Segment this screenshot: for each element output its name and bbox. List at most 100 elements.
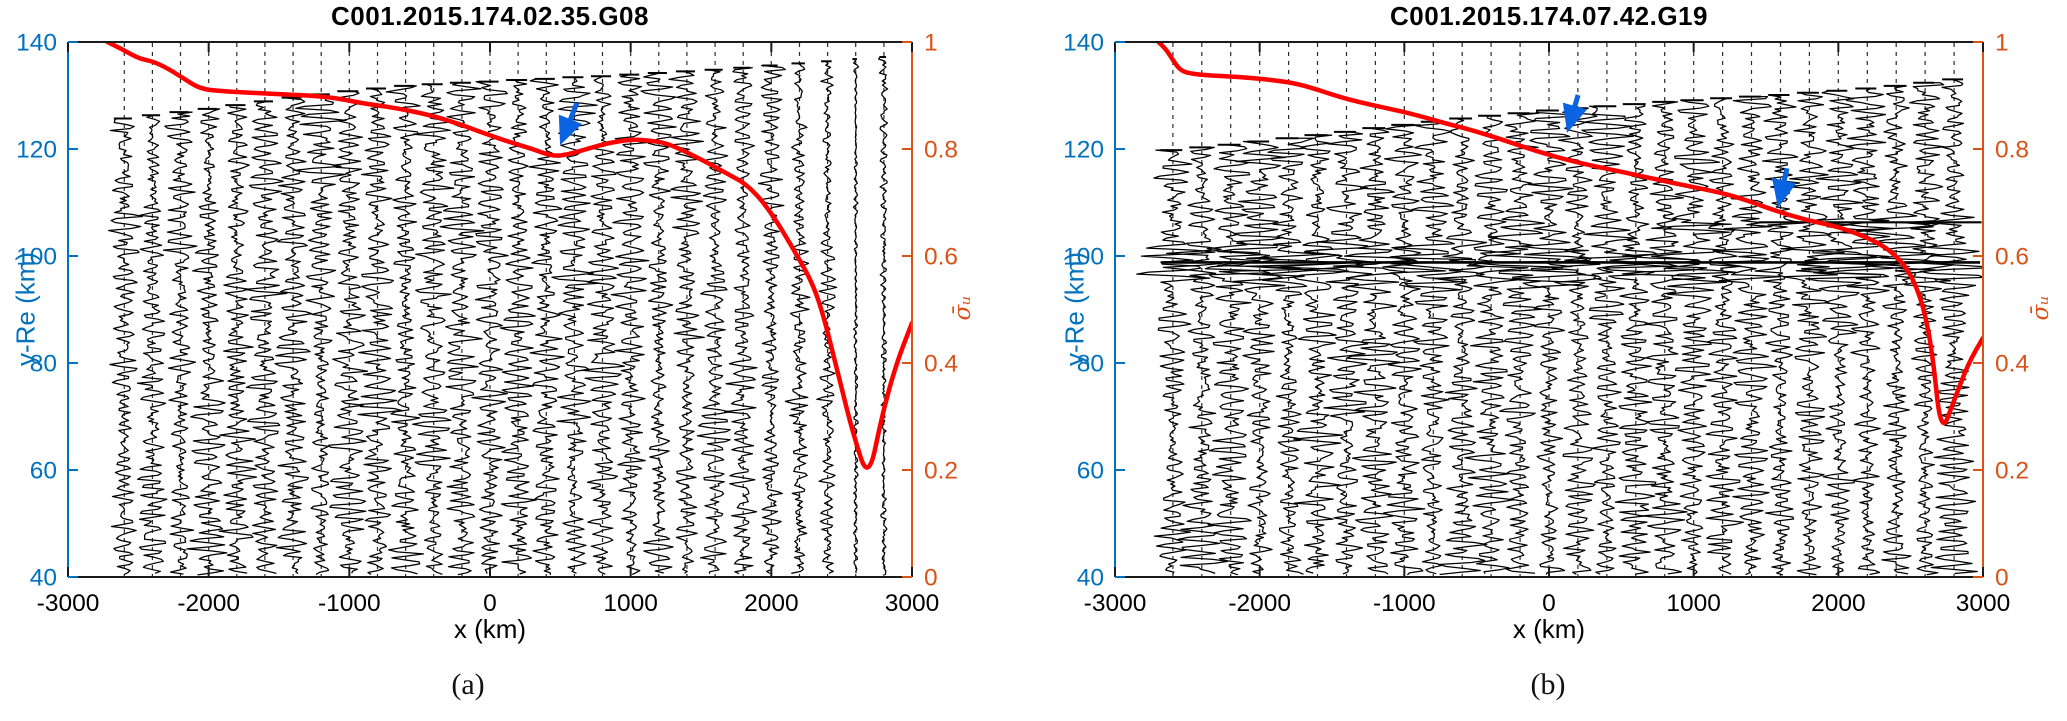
x-tick-label: -2000 [177,590,240,617]
x-tick-label: 2000 [1811,590,1866,617]
x-tick-label: 2000 [744,590,799,617]
left-tick-label: 40 [1077,565,1104,592]
seismic-trace [1824,87,1910,576]
seismic-trace [1245,137,1332,575]
annotation-arrow-stem [1779,167,1790,189]
seismic-trace [1622,101,1708,575]
annotation-arrow-stem [1570,94,1581,115]
seismic-trace [1136,149,1216,575]
right-tick-label: 0.6 [924,244,958,271]
seismic-trace [1477,112,1563,574]
right-tick-label: 0.4 [924,351,958,378]
sigma-curve [1156,41,1983,426]
seismic-trace [108,117,144,576]
panel-a-caption: (a) [451,668,485,701]
seismic-trace [1551,107,1602,575]
seismic-trace [1795,90,1881,576]
right-tick-label: 0.8 [924,137,958,164]
seismic-trace [1894,82,1955,576]
seismic-trace [816,60,838,574]
seismic-trace [412,83,455,575]
seismic-trace [757,64,786,575]
right-tick-label: 0 [1995,565,2009,592]
seismic-trace [551,76,600,574]
seismic-trace [664,70,705,574]
right-tick-label: 0.6 [1995,244,2029,271]
plot-area-a [105,41,912,576]
seismic-trace [293,93,347,575]
left-tick-label: 60 [30,458,57,485]
seismic-trace [1390,121,1476,575]
plot-area-b [1136,41,1983,576]
panel-a-title: C001.2015.174.02.35.G08 [331,1,649,31]
seismic-trace [852,58,860,574]
panel-a-left-axis-label: y-Re (km) [10,251,41,367]
seismic-trace [581,75,626,575]
seismic-trace [1162,146,1229,574]
left-tick-label: 40 [30,565,57,592]
annotation-arrow-head [1772,177,1797,208]
seismic-trace [1332,127,1416,575]
annotation-arrow-stem [565,102,580,128]
seismic-trace [439,82,485,576]
seismic-trace [640,72,677,574]
seismic-trace [1204,144,1271,576]
seismic-trace [1754,94,1805,576]
x-tick-label: -3000 [37,590,100,617]
sigma-curve [105,41,912,470]
seismic-trace [1855,85,1939,575]
seismic-trace [1433,117,1488,576]
right-tick-label: 0.2 [1995,458,2029,485]
seismic-trace [218,104,258,574]
seismic-trace [1217,140,1303,575]
x-tick-label: 0 [483,590,497,617]
seismic-trace [1464,115,1529,575]
seismic-trace [471,80,509,574]
seismic-trace [1602,103,1678,575]
x-tick-label: 1000 [603,590,658,617]
panel-b-x-axis-label: x (km) [1512,614,1586,644]
seismic-trace [385,85,425,575]
x-tick-label: 1000 [1666,590,1721,617]
right-tick-label: 0.2 [924,458,958,485]
seismic-trace [244,100,288,575]
panel-b-title: C001.2015.174.07.42.G19 [1390,1,1708,31]
x-tick-label: -2000 [1228,590,1291,617]
left-tick-label: 120 [16,137,57,164]
seismic-trace [274,96,313,575]
seismic-trace [696,69,731,574]
seismic-trace [784,62,811,575]
panel-b-right-axis-label: σ̄ᵤ [2028,295,2054,321]
seismic-trace [1382,124,1447,576]
seismic-trace [1651,99,1737,575]
annotation-arrow-head [1562,102,1587,133]
panel-a-right-axis-label: σ̄ᵤ [950,295,976,321]
panel-b-left-axis-label: y-Re (km) [1059,251,1090,367]
annotation-arrow-head [558,114,582,146]
left-tick-label: 120 [1063,137,1104,164]
seismic-trace [357,87,403,576]
right-tick-label: 1 [924,30,938,57]
seismic-trace [1780,92,1845,576]
seismic-trace [877,56,889,575]
seismic-trace [186,108,228,576]
seismic-trace [1512,109,1592,575]
x-tick-label: -3000 [1084,590,1147,617]
seismic-trace [1303,131,1373,575]
seismic-trace [328,90,369,574]
panel-b-caption: (b) [1530,668,1566,701]
x-tick-label: 0 [1542,590,1556,617]
seismic-trace [1274,134,1350,574]
seismic-trace [136,114,168,574]
seismic-trace [1919,78,1983,575]
seismic-trace [1708,95,1782,576]
seismic-trace [610,73,650,576]
left-tick-label: 140 [1063,30,1104,57]
x-tick-label: -1000 [1373,590,1436,617]
seismic-trace [724,67,758,575]
seismic-trace [1704,97,1745,575]
right-tick-label: 0.4 [1995,351,2029,378]
